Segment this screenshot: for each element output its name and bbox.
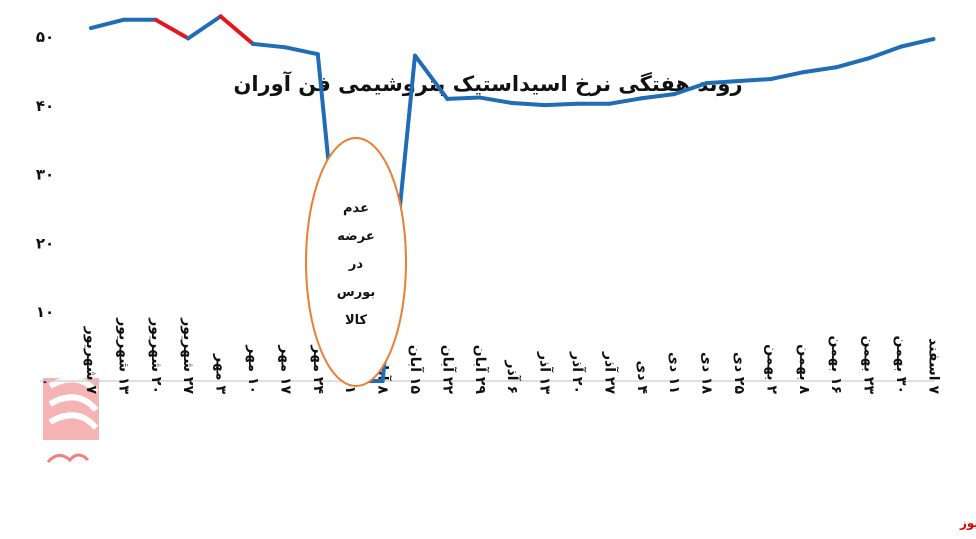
series-segment	[899, 37, 936, 49]
x-tick-label: ۲۴ مهر	[310, 344, 326, 394]
series-segment	[153, 17, 191, 41]
x-axis: ۷ شهریور ۱۳ شهریور ۲۰ شهریور ۲۷ شهریور ۳ مهر…	[83, 317, 941, 394]
y-axis: ۰۱۰۲۰۳۰۴۰۵۰۶۰	[36, 28, 54, 390]
y-tick-label: ۳۰	[36, 166, 54, 184]
x-tick-label: ۴ دی	[634, 361, 650, 395]
series-segment	[737, 76, 774, 84]
series-segment	[251, 41, 288, 50]
x-tick-label: ۲۰ آذر	[569, 351, 587, 394]
x-tick-label: ۱۷ مهر	[277, 344, 293, 394]
annotation-line-3: در	[348, 257, 363, 272]
annotation-line-1: عدم	[343, 201, 369, 216]
y-tick-label: ۴۰	[36, 97, 54, 115]
series-segment	[218, 14, 255, 46]
x-tick-label: ۱۳ شهریور	[115, 317, 131, 394]
series-segment	[283, 45, 320, 57]
x-tick-label: ۷ اسفند	[925, 338, 941, 394]
x-tick-label: ۱۳ آذر	[537, 351, 555, 394]
x-tick-label: ۷ شهریور	[83, 326, 99, 395]
series-segment	[510, 101, 547, 108]
x-tick-label: ۱۰ مهر	[245, 344, 261, 394]
series-segment	[477, 95, 515, 106]
series-segment	[607, 96, 644, 106]
series-segment	[542, 101, 579, 108]
annotation: عدم عرضه در بورس کالا	[305, 137, 407, 387]
x-tick-label: ۱۵ آبان	[407, 345, 425, 395]
x-tick-label: ۲۲ آبان	[439, 345, 457, 395]
x-tick-label: ۲۰ شهریور	[148, 317, 164, 394]
watermark-logo	[43, 376, 99, 464]
x-tick-label: ۱۶ بهمن	[828, 336, 844, 394]
x-tick-label: ۳ مهر	[213, 353, 229, 395]
series-segment	[769, 70, 806, 81]
x-tick-label: ۲ بهمن	[763, 344, 779, 394]
series-segment	[834, 56, 871, 70]
series-segment	[704, 79, 741, 86]
x-tick-label: ۱۱ دی	[666, 352, 682, 394]
series-segment	[672, 81, 709, 97]
series-segment	[89, 17, 126, 31]
y-tick-label: ۱۰	[36, 303, 54, 321]
annotation-line-5: کالا	[345, 313, 368, 328]
x-tick-label: ۲۵ دی	[731, 352, 747, 394]
series-segment	[801, 65, 839, 75]
annotation-line-2: عرضه	[337, 229, 374, 244]
x-tick-label: ۱۸ دی	[699, 352, 715, 394]
annotation-line-4: بورس	[337, 285, 375, 300]
x-tick-label: ۳۰ بهمن	[893, 336, 909, 394]
x-tick-label: ۲۷ آذر	[601, 351, 619, 394]
chart-title: روند هفتگی نرخ اسیداستیک پتروشیمی فن آور…	[233, 71, 742, 96]
series-segment	[866, 44, 903, 61]
series-segment	[639, 92, 677, 101]
x-tick-label: ۲۳ بهمن	[861, 336, 877, 395]
y-tick-label: ۵۰	[36, 28, 54, 46]
series-segment	[413, 53, 450, 101]
x-tick-label: ۶ آذر	[504, 360, 522, 394]
series-segment	[445, 95, 482, 101]
series-segment	[186, 14, 223, 41]
x-tick-label: ۸ بهمن	[796, 344, 812, 394]
x-tick-label: ۲۷ شهریور	[180, 317, 196, 394]
x-tick-label: ۲۹ آبان	[472, 345, 490, 395]
annotation-ellipse	[305, 137, 407, 387]
source-label: بورس نیوز	[959, 516, 976, 531]
y-tick-label: ۲۰	[36, 234, 54, 252]
